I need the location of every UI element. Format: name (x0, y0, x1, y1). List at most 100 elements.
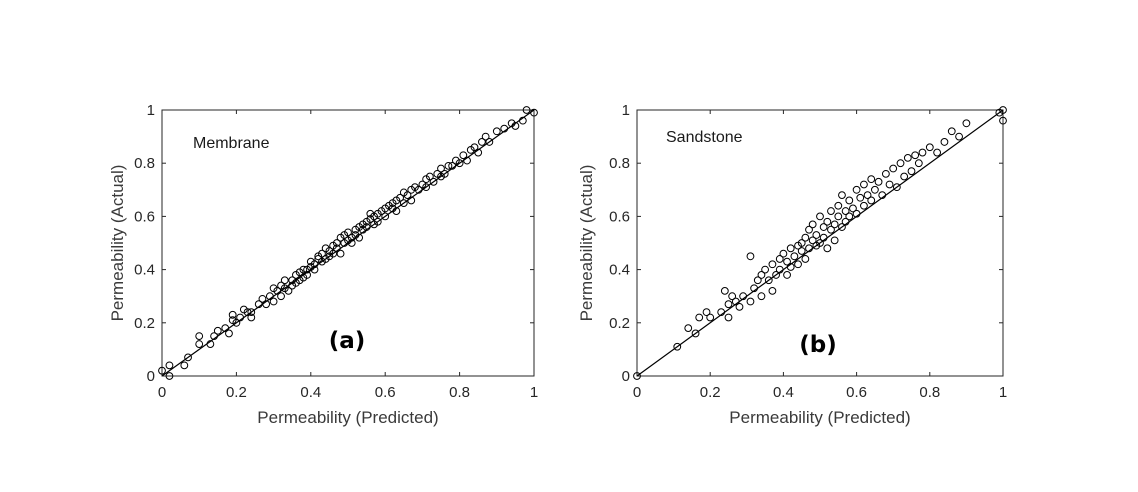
data-point (195, 340, 204, 348)
data-point (775, 255, 784, 263)
y-tick-label: 0.6 (134, 208, 155, 225)
data-point (841, 207, 850, 215)
data-point (717, 308, 726, 317)
axis-ticks: 0 0.2 0.4 0.6 0.8 1 0 0.2 0.4 0.6 0.8 1 (609, 102, 1007, 401)
data-point (871, 185, 879, 194)
data-point (437, 164, 445, 173)
data-point (878, 191, 887, 200)
data-point (213, 326, 222, 335)
data-point (500, 124, 509, 133)
data-point (332, 239, 341, 247)
y-tick-label: 1 (147, 102, 155, 119)
data-point (761, 265, 769, 274)
data-point (247, 308, 256, 317)
data-point (907, 167, 916, 176)
data-point (273, 286, 282, 295)
data-point (955, 132, 963, 141)
data-point (518, 116, 527, 125)
data-point (746, 297, 755, 306)
data-point (786, 263, 795, 271)
data-point (797, 239, 806, 247)
data-point (805, 244, 813, 253)
data-point (332, 244, 341, 253)
data-point (947, 127, 956, 136)
data-point (344, 228, 352, 237)
data-point (403, 191, 412, 200)
data-points (633, 106, 1007, 380)
data-point (414, 185, 423, 194)
annotation-text: Sandstone (666, 129, 743, 146)
data-point (425, 172, 434, 181)
data-point (724, 300, 733, 309)
data-points (158, 106, 538, 380)
data-point (881, 169, 890, 178)
data-point (816, 212, 824, 221)
y-tick-label: 0 (622, 368, 630, 385)
x-tick-label: 0.6 (846, 384, 867, 401)
data-point (768, 286, 777, 295)
data-point (399, 199, 408, 208)
annotation-text: Membrane (193, 135, 270, 152)
data-point (889, 164, 898, 173)
data-point (772, 271, 780, 279)
x-tick-label: 0.8 (449, 384, 470, 401)
data-point (746, 252, 755, 261)
x-tick-label: 0.2 (226, 384, 247, 401)
y-tick-label: 0.8 (134, 155, 155, 172)
data-point (221, 324, 230, 333)
data-point (838, 223, 846, 231)
data-point (750, 284, 759, 293)
y-tick-label: 0.2 (609, 315, 630, 332)
data-point (318, 249, 326, 258)
data-point (225, 329, 233, 338)
x-tick-label: 0.8 (919, 384, 940, 401)
y-tick-label: 0.6 (609, 208, 630, 225)
data-point (210, 332, 218, 341)
data-point (195, 332, 204, 341)
data-point (860, 201, 868, 210)
data-point (838, 191, 846, 200)
data-point (691, 329, 700, 338)
data-point (900, 172, 909, 181)
data-point (801, 255, 810, 263)
data-point (277, 292, 285, 301)
data-point (396, 193, 404, 202)
data-point (422, 183, 431, 192)
y-tick-label: 1 (622, 102, 630, 119)
data-point (347, 239, 356, 247)
data-point (731, 297, 740, 306)
data-point (735, 302, 744, 311)
data-point (805, 225, 813, 234)
chart-membrane: 0 0.2 0.4 0.6 0.8 1 0 0.2 0.4 0.6 0.8 1 Membrane (a… (108, 102, 538, 427)
data-point (633, 372, 641, 380)
data-point (165, 361, 174, 370)
data-point (481, 132, 490, 141)
data-point (808, 236, 817, 245)
data-point (852, 209, 861, 218)
data-point (764, 276, 773, 285)
data-point (355, 233, 364, 242)
data-point (812, 231, 821, 239)
data-point (429, 177, 438, 186)
data-point (885, 180, 894, 189)
data-point (232, 318, 241, 327)
data-point (530, 108, 538, 117)
data-point (684, 324, 693, 333)
data-point (819, 223, 828, 231)
x-tick-label: 1 (530, 384, 538, 401)
data-point (284, 286, 293, 295)
x-tick-label: 0.4 (300, 384, 321, 401)
data-point (392, 207, 401, 215)
data-point (728, 292, 737, 301)
data-point (816, 239, 824, 247)
chart-sandstone: 0 0.2 0.4 0.6 0.8 1 0 0.2 0.4 0.6 0.8 1 Sandstone (… (577, 102, 1007, 427)
data-point (310, 260, 319, 269)
data-point (265, 292, 274, 301)
data-point (845, 196, 854, 205)
data-point (841, 217, 850, 226)
y-tick-label: 0.2 (134, 315, 155, 332)
data-point (757, 271, 766, 279)
data-point (478, 138, 486, 146)
data-point (470, 143, 479, 152)
data-point (863, 191, 872, 200)
